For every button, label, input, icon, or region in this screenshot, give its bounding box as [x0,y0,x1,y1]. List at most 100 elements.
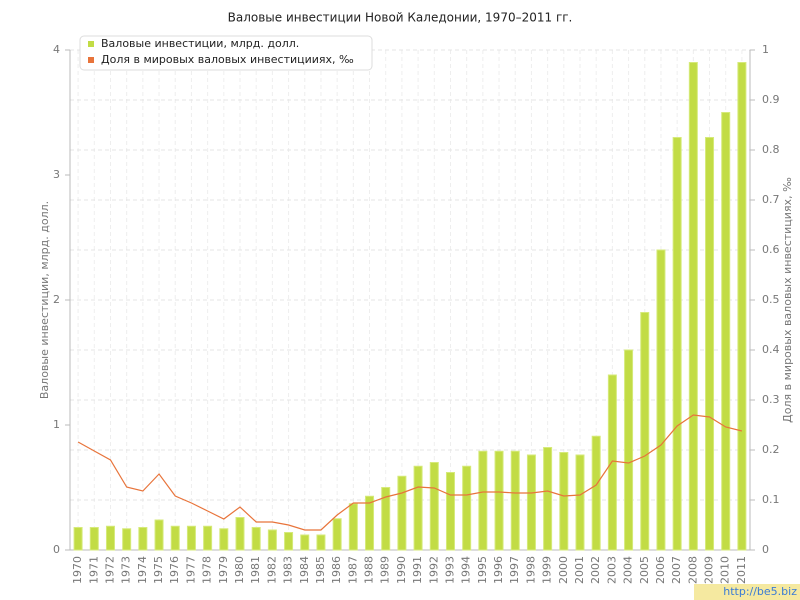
y-tick-label: 1 [53,418,60,431]
watermark: http://be5.biz [723,585,797,598]
x-tick-label: 1987 [346,556,359,584]
bar [365,495,375,551]
x-tick-label: 1974 [136,556,149,584]
x-tick-label: 1972 [103,556,116,584]
bar [284,532,294,551]
x-tick-label: 1979 [217,556,230,584]
bar [316,534,326,551]
x-tick-label: 1998 [524,556,537,584]
bar [300,534,310,551]
x-tick-label: 1983 [282,556,295,584]
bar [154,519,164,551]
y2-tick-label: 1 [762,43,769,56]
bar [624,349,634,551]
bar [235,517,245,551]
x-tick-label: 2005 [638,556,651,584]
x-tick-label: 1978 [201,556,214,584]
bar [737,62,747,551]
x-tick-label: 1984 [298,556,311,584]
x-tick-label: 1997 [508,556,521,584]
y-tick-label: 2 [53,293,60,306]
x-tick-label: 2003 [605,556,618,584]
bar [510,450,520,551]
x-tick-label: 2010 [719,556,732,584]
x-tick-label: 2011 [735,556,748,584]
x-tick-label: 2008 [686,556,699,584]
y2-tick-label: 0 [762,543,769,556]
x-tick-label: 1980 [233,556,246,584]
legend-label: Доля в мировых валовых инвестицииях, ‰ [101,53,354,66]
bar [672,137,682,551]
watermark-box [694,584,800,600]
x-tick-label: 1981 [249,556,262,584]
x-tick-label: 2000 [557,556,570,584]
bar [122,528,132,551]
y2-tick-label: 0.6 [762,243,780,256]
x-tick-label: 1994 [460,556,473,584]
bar [251,527,261,551]
bar [478,450,488,551]
legend-swatch [88,57,94,63]
x-tick-label: 2006 [654,556,667,584]
y-tick-label: 0 [53,543,60,556]
x-tick-label: 1990 [395,556,408,584]
bar [429,462,439,551]
bar [219,528,229,551]
bar [559,452,569,551]
bar [526,454,536,551]
y-axis-title: Валовые инвестиции, млрд. долл. [38,201,51,399]
y2-tick-label: 0.7 [762,193,780,206]
bar [381,487,391,551]
y-tick-label: 4 [53,43,60,56]
bar [203,525,213,551]
x-tick-label: 1973 [120,556,133,584]
x-tick-label: 1995 [476,556,489,584]
x-tick-label: 1977 [184,556,197,584]
legend-box [79,35,373,71]
bar [413,465,423,551]
x-tick-label: 2007 [670,556,683,584]
bar [138,527,148,551]
bar [462,465,472,551]
legend-label: Валовые инвестиции, млрд. долл. [101,37,299,50]
y2-tick-label: 0.1 [762,493,780,506]
bar [397,475,407,551]
x-tick-label: 1988 [363,556,376,584]
bar [267,529,277,551]
bar [170,525,180,551]
bar [721,112,731,551]
x-tick-label: 1999 [541,556,554,584]
bar [575,454,585,551]
bar [688,62,698,551]
y2-tick-label: 0.9 [762,93,780,106]
y2-tick-label: 0.2 [762,443,780,456]
x-tick-label: 1985 [314,556,327,584]
x-tick-label: 1971 [87,556,100,584]
bar [348,503,358,551]
legend: Валовые инвестиции, млрд. долл. Доля в ми… [79,35,373,71]
y2-axis-title: Доля в мировых валовых инвестициях, ‰ [781,177,794,423]
x-tick-label: 1993 [443,556,456,584]
y2-tick-label: 0.4 [762,343,780,356]
bar [73,527,83,551]
bar [445,472,455,551]
bar [607,374,617,551]
line [77,414,743,531]
x-tick-label: 1996 [492,556,505,584]
x-tick-label: 1975 [152,556,165,584]
x-tick-label: 1991 [411,556,424,584]
x-tick-label: 1992 [427,556,440,584]
y2-tick-label: 0.8 [762,143,780,156]
bar [105,525,115,551]
y2-tick-label: 0.3 [762,393,780,406]
bar [656,249,666,551]
x-tick-label: 1989 [379,556,392,584]
y-tick-label: 3 [53,168,60,181]
x-tick-label: 2002 [589,556,602,584]
x-tick-label: 2009 [703,556,716,584]
x-tick-label: 1982 [265,556,278,584]
x-tick-label: 1970 [71,556,84,584]
y2-tick-label: 0.5 [762,293,780,306]
x-tick-label: 1986 [330,556,343,584]
